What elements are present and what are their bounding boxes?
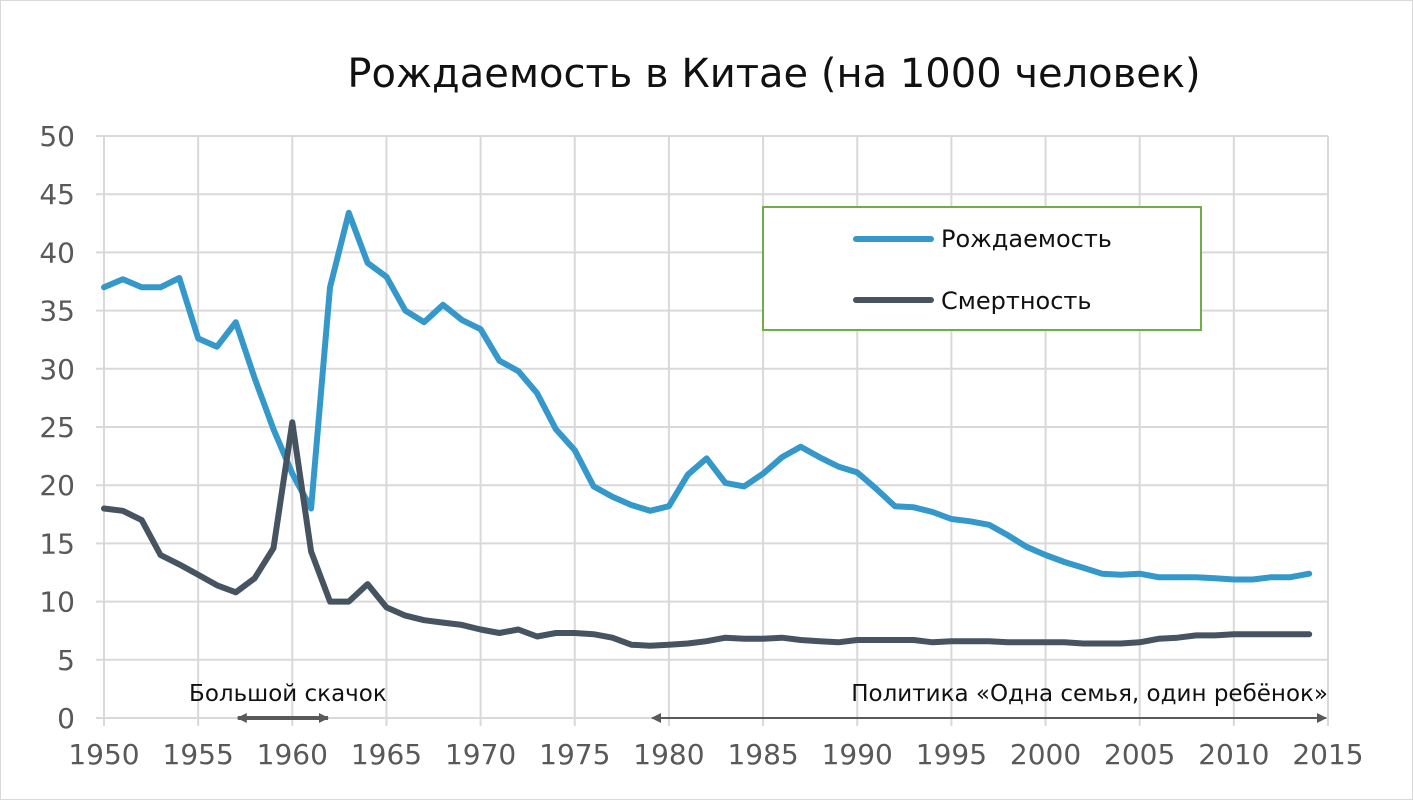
y-tick-label: 15	[39, 527, 75, 560]
y-tick-label: 35	[39, 295, 75, 328]
legend-label-death-rate: Смертность	[941, 287, 1092, 315]
x-tick-label: 2010	[1198, 738, 1269, 771]
y-tick-label: 10	[39, 586, 75, 619]
series-line-death-rate	[101, 419, 1313, 649]
x-tick-label: 1960	[257, 738, 328, 771]
y-tick-label: 20	[39, 469, 75, 502]
annotations: Большой скачок Политика «Одна семья, оди…	[189, 681, 1328, 723]
y-tick-label: 45	[39, 178, 75, 211]
legend: Рождаемость Смертность	[762, 206, 1202, 331]
x-tick-label: 1990	[822, 738, 893, 771]
series-lines	[101, 209, 1313, 649]
y-tick-label: 25	[39, 411, 75, 444]
x-tick-label: 1970	[445, 738, 516, 771]
y-tick-label: 40	[39, 236, 75, 269]
annotation-one-child-label: Политика «Одна семья, один ребёнок»	[851, 681, 1328, 707]
y-tick-label: 0	[57, 702, 75, 735]
chart-title: Рождаемость в Китае (на 1000 человек)	[347, 51, 1200, 97]
x-tick-label: 1985	[727, 738, 798, 771]
x-axis-tick-labels: 1950 1955 1960 1965 1970 1975 1980 1985 1990 1995…	[68, 738, 1363, 771]
x-tick-label: 1975	[539, 738, 610, 771]
x-tick-label: 2000	[1010, 738, 1081, 771]
y-tick-label: 5	[57, 644, 75, 677]
x-tick-label: 2015	[1292, 738, 1363, 771]
legend-box	[762, 206, 1202, 331]
x-tick-label: 1995	[916, 738, 987, 771]
annotation-great-leap-label: Большой скачок	[189, 681, 387, 707]
y-tick-label: 30	[39, 353, 75, 386]
legend-label-birth-rate: Рождаемость	[941, 225, 1112, 253]
x-tick-label: 1965	[351, 738, 422, 771]
y-axis-tick-labels: 0 5 10 15 20 25 30 35 40 45 50	[39, 120, 75, 735]
x-tick-label: 2005	[1104, 738, 1175, 771]
x-tick-label: 1980	[633, 738, 704, 771]
x-tick-label: 1955	[163, 738, 234, 771]
x-tick-label: 1950	[68, 738, 139, 771]
y-tick-label: 50	[39, 120, 75, 153]
